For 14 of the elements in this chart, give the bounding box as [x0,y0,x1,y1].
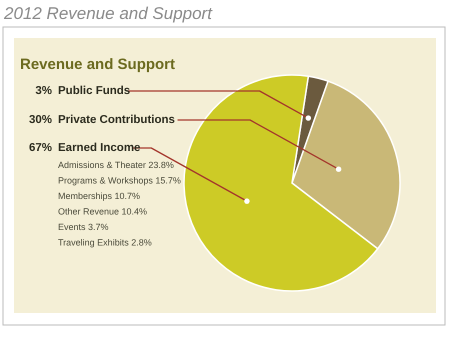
data-label: 67% [28,142,52,154]
slice-label: Private Contributions [58,114,175,126]
chart-subtitle: Revenue and Support [20,56,176,73]
chart-title: 2012 Revenue and Support [3,4,214,23]
slice-label: Public Funds [58,85,130,97]
text: Admissions & Theater 23.8% [58,160,174,170]
text: Memberships 10.7% [58,191,140,201]
data-label: 3% [35,85,52,97]
text: Events 3.7% [58,222,109,232]
slice-label: Earned Income [58,142,140,154]
text: Traveling Exhibits 2.8% [58,238,152,248]
data-label: 30% [28,114,52,126]
text: Other Revenue 10.4% [58,206,148,216]
text: Programs & Workshops 15.7% [58,176,181,186]
